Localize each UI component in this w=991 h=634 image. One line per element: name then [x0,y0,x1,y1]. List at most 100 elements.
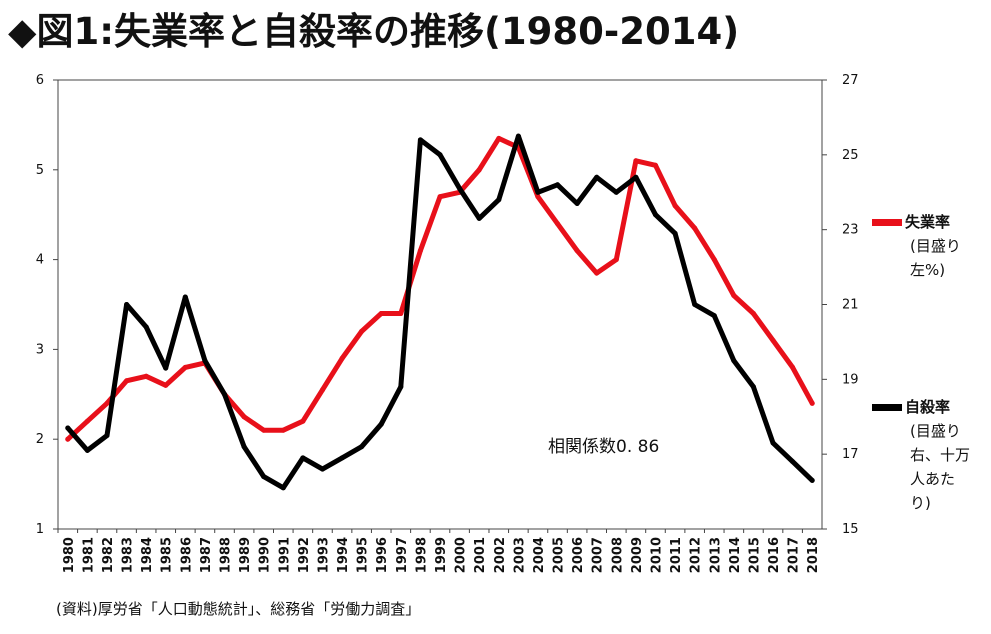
data-point-suicide [750,384,756,390]
data-point-suicide [653,212,658,218]
data-point-unemployment [574,248,580,254]
x-tick-label: 2012 [689,537,704,573]
y-left-tick-label: 2 [36,432,44,447]
data-point-unemployment [124,378,130,384]
data-point-suicide [104,433,110,438]
data-point-suicide [241,444,247,450]
x-tick-label: 1987 [199,537,214,573]
x-tick-label: 1995 [356,537,371,573]
data-point-unemployment [359,328,365,334]
y-right-tick-label: 25 [842,148,859,163]
x-tick-label: 2018 [806,537,821,573]
data-point-suicide [711,313,717,319]
x-tick-label: 1991 [277,537,292,573]
data-point-unemployment [731,293,737,298]
x-tick-label: 2009 [630,537,645,573]
y-left-tick-label: 5 [36,163,44,178]
data-point-unemployment [437,194,443,200]
data-point-suicide [65,425,71,431]
data-point-unemployment [320,387,325,393]
x-tick-label: 2005 [552,537,567,573]
x-tick-label: 1983 [121,537,136,573]
legend-unemployment-line-2: 左%) [910,261,946,279]
data-point-unemployment [770,337,776,343]
x-tick-label: 1988 [219,537,234,573]
legend-suicide-line-1: (目盛り [910,422,961,440]
chart-title: ◆図1:失業率と自殺率の推移(1980-2014) [8,10,740,53]
y-right-tick-label: 23 [842,223,859,238]
x-tick-label: 2016 [767,537,782,573]
data-point-suicide [359,444,365,450]
source-note: (資料)厚労省「人口動態統計」、総務省「労働力調査」 [56,600,421,618]
data-point-unemployment [692,225,698,231]
x-tick-label: 1990 [258,537,273,573]
y-right-tick-label: 15 [842,522,859,537]
data-point-suicide [163,365,169,371]
data-point-suicide [202,358,208,364]
data-point-suicide [398,384,404,390]
legend-suicide-line-4: り) [910,494,931,512]
y-left-tick-label: 3 [36,342,44,357]
data-point-unemployment [104,400,110,406]
data-point-unemployment [143,373,149,379]
data-point-suicide [182,294,188,300]
x-tick-label: 1993 [316,537,331,573]
x-tick-label: 1980 [62,537,77,573]
series-line-unemployment [65,135,815,442]
x-tick-label: 1992 [297,537,312,573]
x-tick-label: 1999 [434,537,449,573]
x-tick-label: 2007 [591,537,606,573]
legend-suicide-line-2: 右、十万 [910,446,971,464]
data-point-suicide [222,391,227,397]
data-point-suicide [437,152,443,158]
data-point-unemployment [790,364,796,370]
data-point-unemployment [280,427,286,433]
legend-suicide-swatch [872,404,902,411]
data-point-unemployment [84,418,90,424]
data-point-suicide [84,447,90,453]
data-point-unemployment [613,257,619,263]
y-left-tick-label: 6 [36,73,44,88]
legend-unemployment-swatch [872,219,902,226]
y-right-tick-label: 27 [842,73,859,88]
data-point-suicide [692,302,698,307]
data-point-unemployment [476,167,482,173]
data-point-suicide [124,302,130,307]
x-tick-label: 1986 [179,537,194,573]
data-point-suicide [300,455,306,461]
data-point-unemployment [633,158,639,164]
legend-suicide: 自殺率 (目盛り 右、十万 人あた り) [872,395,987,525]
data-point-unemployment [300,418,306,424]
x-tick-label: 2011 [669,537,684,573]
data-point-suicide [280,485,286,491]
legend-unemployment: 失業率 (目盛り 左%) [872,210,987,290]
x-tick-label: 1985 [160,537,175,573]
y-right-tick-label: 17 [842,447,859,462]
data-point-suicide [731,358,737,364]
x-tick-label: 2000 [454,537,469,573]
data-point-suicide [535,189,541,195]
data-point-unemployment [535,194,541,200]
legend-unemployment-name: 失業率 [905,213,951,231]
data-point-suicide [320,466,325,472]
data-point-suicide [790,459,796,465]
data-point-suicide [143,324,149,330]
data-point-unemployment [261,427,267,433]
x-tick-label: 2008 [610,537,625,573]
x-tick-label: 2004 [532,537,547,573]
data-point-suicide [672,230,678,236]
data-point-suicide [339,455,345,461]
data-point-unemployment [241,414,247,420]
data-point-unemployment [417,248,423,254]
data-point-suicide [594,174,600,180]
x-tick-label: 2006 [571,537,586,573]
data-point-suicide [378,421,384,427]
correlation-note: 相関係数0. 86 [548,437,660,457]
x-tick-label: 1989 [238,537,253,573]
x-tick-label: 2002 [493,537,508,573]
data-point-unemployment [711,257,717,263]
x-tick-label: 2017 [787,537,802,573]
legend-suicide-name: 自殺率 [905,398,951,416]
data-point-unemployment [555,221,560,227]
